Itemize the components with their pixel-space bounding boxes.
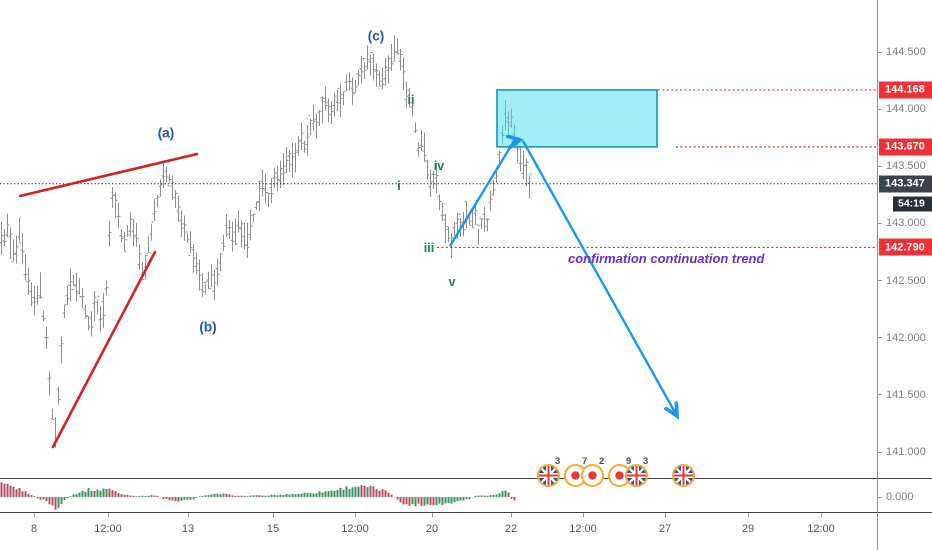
price-tick [878,108,882,110]
time-tick-label: 13 [181,523,195,535]
sticker-count: 9 [626,456,632,467]
price-tick-label: 143.000 [886,217,926,230]
sticker-count: 7 [582,456,588,467]
price-tick-label: 141.000 [886,446,926,458]
wave-label-i[interactable]: i [397,179,401,193]
price-tick-label: 0.000 [886,491,914,503]
price-tick-label: 144.000 [886,103,926,116]
projection-arrow[interactable] [521,140,677,416]
price-tick-label: 144.500 [886,46,926,58]
sticker-count: 3 [643,456,649,467]
time-tick-label: 20 [425,523,439,535]
wave-label-c[interactable]: (c) [367,28,385,44]
japan-flag-icon[interactable] [581,464,604,487]
price-tick-label: 142.500 [886,274,926,287]
price-level-badge: 144.168 [879,81,932,99]
price-tick-label: 143.500 [886,160,926,173]
price-tick [878,222,882,224]
projection-arrow[interactable] [448,140,520,247]
sticker-count: 3 [555,456,561,467]
wave-label-iii[interactable]: iii [423,241,435,255]
price-tick-label: 141.500 [886,388,926,401]
time-tick-label: 12:00 [807,523,835,535]
price-tick [878,496,882,498]
trendline[interactable] [18,152,199,198]
uk-flag-icon[interactable] [537,464,560,487]
current-price-badge: 143.347 [879,175,932,193]
wave-label-iv[interactable]: iv [433,159,445,173]
time-tick-label: 29 [741,523,755,535]
time-tick-label: 12:00 [94,523,122,535]
price-tick [878,337,882,339]
price-tick [878,394,882,396]
trend-annotation-text[interactable]: confirmation continuation trend [568,251,765,266]
sticker-count: 2 [599,456,605,467]
price-tick [878,451,882,453]
price-level-badge: 142.790 [879,238,932,256]
time-tick-label: 8 [30,523,38,535]
time-tick-label: 15 [266,523,280,535]
price-tick [878,51,882,53]
uk-flag-icon[interactable] [625,464,648,487]
target-zone-rectangle[interactable] [496,89,658,148]
time-tick-label: 27 [658,523,672,535]
wave-label-a[interactable]: (a) [157,125,175,141]
japan-flag-icon[interactable] [608,464,631,487]
price-tick-label: 142.000 [886,331,926,344]
trendline[interactable] [51,250,157,449]
time-tick-label: 12:00 [569,523,597,535]
sticker-group[interactable] [672,456,732,492]
price-tick [878,280,882,282]
price-level-badge: 143.670 [879,138,932,156]
wave-label-v[interactable]: v [448,275,456,289]
wave-label-b[interactable]: (b) [199,319,217,335]
time-tick-label: 12:00 [341,523,369,535]
time-tick-label: 22 [504,523,518,535]
wave-label-ii[interactable]: ii [407,93,415,107]
price-tick [878,165,882,167]
sticker-group[interactable]: 3 [537,456,597,492]
bar-countdown-badge: 54:19 [893,196,932,212]
uk-flag-icon[interactable] [672,464,695,487]
